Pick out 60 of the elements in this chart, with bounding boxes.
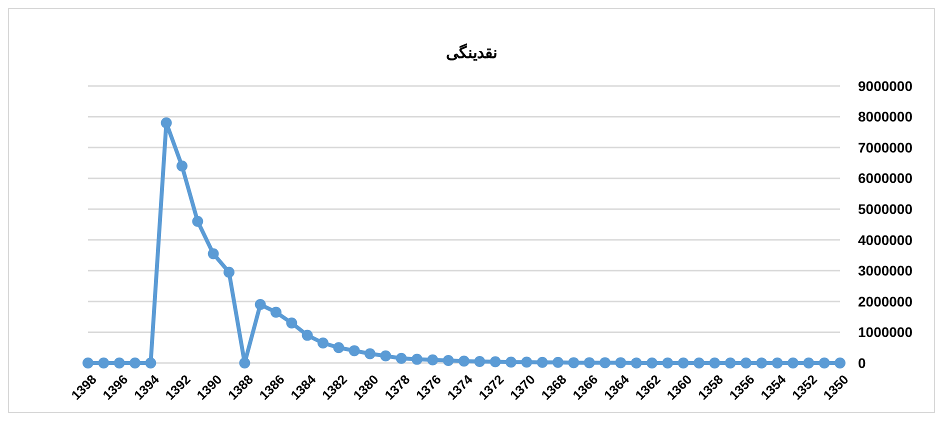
- point: [145, 358, 156, 368]
- point: [740, 358, 752, 368]
- point: [474, 356, 486, 367]
- point: [615, 357, 626, 368]
- point: [333, 342, 344, 354]
- point: [646, 358, 658, 368]
- y-tick-label: 5000000: [858, 201, 913, 218]
- point: [600, 357, 610, 368]
- point: [192, 216, 204, 227]
- y-tick-label: 2000000: [858, 293, 913, 310]
- point: [82, 358, 94, 368]
- y-tick-label: 9000000: [858, 78, 913, 94]
- point: [521, 356, 532, 368]
- point: [364, 348, 376, 360]
- point: [709, 358, 720, 368]
- point: [114, 358, 125, 368]
- point: [584, 357, 595, 368]
- point: [270, 306, 282, 318]
- point: [678, 358, 689, 368]
- point: [160, 117, 172, 128]
- point: [427, 354, 438, 366]
- point: [254, 299, 266, 310]
- point: [98, 358, 110, 368]
- point: [630, 358, 642, 368]
- point: [818, 358, 830, 368]
- point: [396, 352, 407, 364]
- y-tick-label: 0: [858, 354, 866, 371]
- y-tick-label: 1000000: [858, 324, 913, 340]
- point: [694, 358, 704, 368]
- point: [834, 358, 846, 368]
- y-tick-label: 4000000: [858, 232, 913, 248]
- point: [662, 358, 674, 368]
- point: [506, 356, 516, 368]
- point: [756, 358, 768, 368]
- point: [239, 358, 250, 368]
- point: [412, 354, 422, 365]
- point: [130, 358, 140, 368]
- point: [552, 356, 564, 368]
- point: [772, 358, 783, 368]
- point: [803, 358, 814, 368]
- point: [724, 358, 736, 368]
- point: [458, 356, 470, 367]
- point: [176, 160, 188, 172]
- y-tick-label: 6000000: [858, 170, 913, 186]
- point: [536, 356, 548, 368]
- point: [302, 330, 313, 341]
- point: [318, 337, 328, 348]
- point: [788, 358, 798, 368]
- point: [490, 356, 501, 368]
- point: [348, 345, 360, 356]
- point: [224, 266, 234, 278]
- chart-title: نقدینگی: [446, 43, 497, 62]
- point: [380, 350, 392, 362]
- point: [286, 317, 298, 328]
- point: [208, 248, 219, 260]
- point: [568, 357, 580, 368]
- point: [442, 355, 454, 366]
- y-tick-label: 7000000: [858, 139, 913, 156]
- y-tick-label: 3000000: [858, 262, 913, 279]
- y-tick-label: 8000000: [858, 108, 913, 125]
